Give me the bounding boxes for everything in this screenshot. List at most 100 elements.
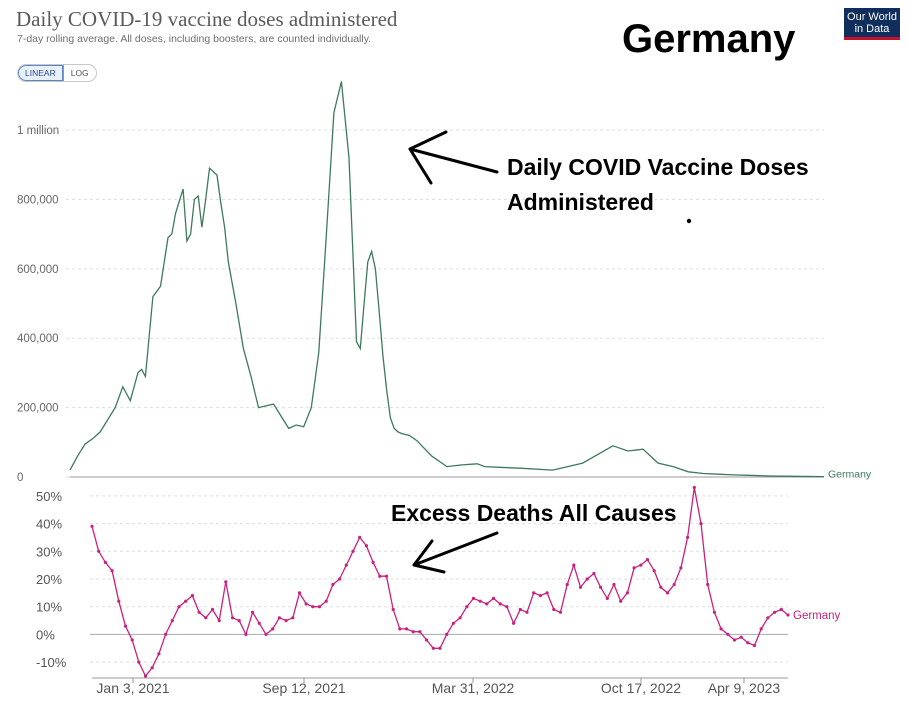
vaccine-series-label: Germany — [828, 469, 872, 481]
stray-dot-mark — [686, 218, 692, 224]
deaths-x-tick-label: Oct 17, 2022 — [601, 680, 681, 696]
deaths-data-point — [525, 610, 529, 614]
vaccine-y-tick-label: 1 million — [17, 125, 59, 137]
deaths-data-point — [271, 627, 275, 631]
deaths-data-point — [411, 630, 415, 634]
chart-subtitle: 7-day rolling average. All doses, includ… — [17, 33, 372, 45]
deaths-x-tick-label: Apr 9, 2023 — [708, 680, 781, 696]
country-title: Germany — [622, 17, 796, 61]
log-toggle-button[interactable]: LOG — [70, 68, 89, 78]
vaccine-y-tick-label: 800,000 — [17, 194, 59, 206]
deaths-data-point — [532, 591, 536, 595]
deaths-data-point — [652, 569, 656, 573]
deaths-data-point — [143, 674, 148, 678]
deaths-data-point — [237, 619, 241, 623]
deaths-data-point — [511, 621, 516, 625]
deaths-data-point — [184, 599, 188, 603]
deaths-data-point — [619, 599, 623, 603]
deaths-data-point — [639, 563, 643, 567]
deaths-data-point — [331, 582, 335, 587]
deaths-data-point — [284, 619, 288, 623]
deaths-data-point — [558, 610, 563, 614]
deaths-data-point — [224, 580, 228, 584]
deaths-data-point — [230, 616, 235, 620]
deaths-x-tick-label: Mar 31, 2022 — [432, 680, 515, 696]
deaths-data-point — [123, 624, 128, 628]
deaths-annotation-arrow — [412, 531, 499, 574]
deaths-data-point — [117, 599, 121, 603]
deaths-data-point — [659, 585, 663, 589]
vaccine-annotation-line2: Administered — [507, 189, 654, 215]
deaths-data-point — [505, 605, 509, 609]
deaths-data-point — [612, 582, 616, 587]
deaths-data-point — [103, 560, 107, 565]
deaths-data-point — [585, 577, 589, 581]
deaths-series-label: Germany — [793, 610, 841, 622]
owid-logo[interactable]: Our World in Data — [844, 8, 900, 40]
deaths-data-point — [304, 602, 308, 606]
deaths-data-point — [257, 621, 261, 625]
deaths-data-point — [779, 607, 783, 612]
vaccine-y-tick-label: 400,000 — [17, 333, 59, 345]
deaths-data-point — [645, 558, 650, 562]
deaths-data-point — [665, 591, 670, 595]
deaths-data-point — [458, 616, 462, 620]
vaccine-annotation-arrow — [408, 130, 499, 185]
deaths-data-point — [766, 616, 770, 620]
deaths-data-point — [471, 596, 476, 601]
deaths-data-point — [398, 627, 402, 631]
vaccine-annotation: Daily COVID Vaccine Doses — [507, 154, 809, 180]
deaths-data-point — [251, 610, 255, 614]
deaths-data-point — [378, 574, 382, 578]
deaths-data-point — [431, 646, 435, 650]
deaths-y-tick-label: -10% — [36, 655, 67, 670]
deaths-data-point — [786, 613, 790, 617]
deaths-y-tick-label: 40% — [36, 517, 62, 532]
deaths-data-point — [338, 577, 342, 581]
deaths-data-point — [244, 632, 248, 637]
deaths-x-tick-label: Sep 12, 2021 — [262, 680, 346, 696]
deaths-data-point — [451, 621, 455, 625]
deaths-data-point — [632, 566, 636, 570]
deaths-data-point — [719, 627, 723, 631]
deaths-data-point — [699, 522, 703, 526]
deaths-data-point — [217, 619, 221, 623]
deaths-data-point — [418, 630, 422, 634]
deaths-data-point — [344, 563, 348, 567]
deaths-data-point — [317, 605, 322, 609]
deaths-x-tick-label: Jan 3, 2021 — [96, 680, 169, 696]
deaths-data-point — [170, 619, 174, 623]
deaths-data-point — [746, 641, 750, 645]
deaths-data-point — [538, 594, 543, 598]
deaths-data-point — [578, 585, 583, 589]
deaths-y-tick-label: 20% — [36, 572, 62, 587]
logo-line-1: Our World — [847, 11, 897, 23]
deaths-data-point — [137, 660, 141, 664]
deaths-data-point — [672, 582, 676, 587]
linear-toggle-button[interactable]: LINEAR — [18, 65, 64, 81]
deaths-data-point — [625, 591, 630, 595]
deaths-data-point — [150, 666, 154, 670]
deaths-data-point — [752, 643, 757, 648]
deaths-y-tick-label: 0% — [36, 627, 55, 642]
deaths-data-point — [297, 591, 302, 595]
deaths-data-point — [311, 605, 315, 609]
deaths-data-point — [197, 610, 201, 614]
deaths-data-point — [97, 549, 101, 553]
deaths-data-point — [572, 563, 576, 567]
deaths-data-point — [478, 599, 482, 603]
deaths-data-point — [358, 535, 362, 540]
deaths-data-point — [491, 596, 496, 601]
deaths-data-point — [605, 596, 609, 601]
deaths-data-point — [552, 607, 556, 612]
deaths-data-point — [706, 582, 710, 587]
deaths-data-point — [204, 616, 208, 620]
deaths-data-point — [518, 607, 522, 612]
deaths-annotation: Excess Deaths All Causes — [391, 500, 677, 526]
deaths-data-point — [438, 646, 442, 650]
deaths-data-point — [726, 632, 730, 637]
deaths-data-point — [759, 627, 763, 631]
deaths-data-point — [679, 566, 683, 570]
chart-title: Daily COVID-19 vaccine doses administere… — [16, 7, 398, 31]
